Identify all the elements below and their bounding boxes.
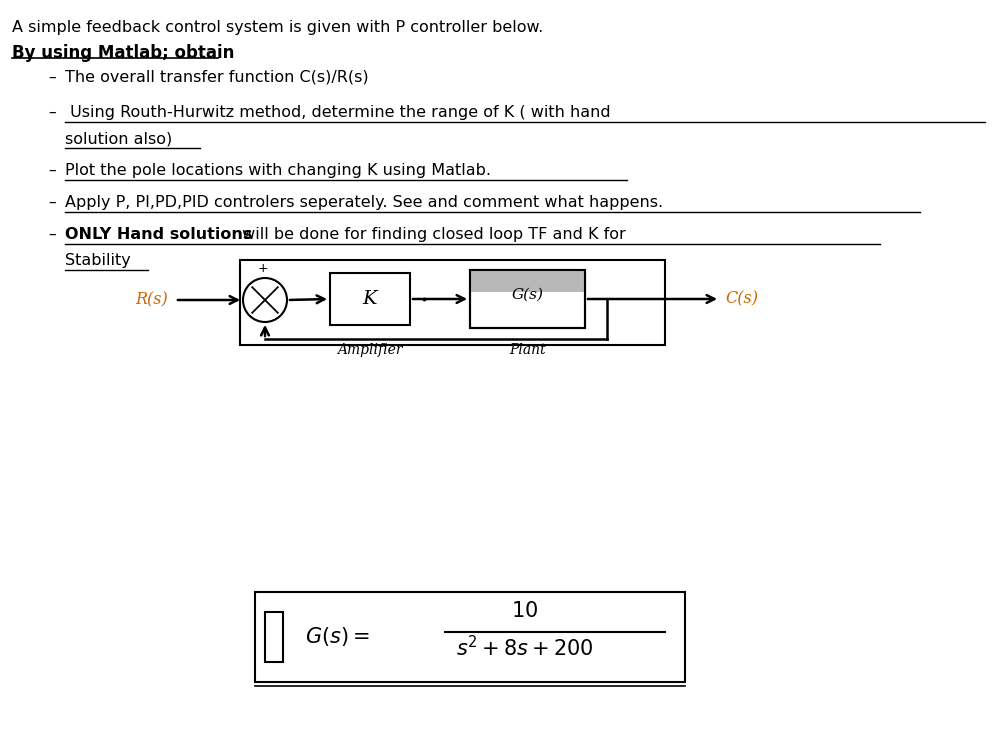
Text: A simple feedback control system is given with P controller below.: A simple feedback control system is give… bbox=[12, 20, 543, 35]
Text: Apply P, PI,PD,PID controlers seperately. See and comment what happens.: Apply P, PI,PD,PID controlers seperately… bbox=[65, 195, 663, 210]
Bar bbox=[255, 592, 685, 682]
Text: –: – bbox=[48, 70, 56, 85]
Text: ONLY Hand solutions: ONLY Hand solutions bbox=[65, 227, 252, 242]
Text: K: K bbox=[363, 290, 377, 308]
Text: $G(s) =$: $G(s) =$ bbox=[305, 626, 370, 649]
Bar bbox=[265, 612, 283, 662]
Text: –: – bbox=[48, 227, 56, 242]
Text: $10$: $10$ bbox=[511, 601, 539, 621]
Bar bbox=[470, 270, 585, 292]
Bar bbox=[470, 270, 585, 328]
Text: R(s): R(s) bbox=[135, 292, 168, 308]
Text: solution also): solution also) bbox=[65, 131, 172, 146]
Text: Amplifier: Amplifier bbox=[337, 343, 403, 357]
Text: +: + bbox=[258, 262, 268, 275]
Text: –: – bbox=[48, 195, 56, 210]
Text: By using Matlab; obtain: By using Matlab; obtain bbox=[12, 44, 234, 62]
Bar bbox=[330, 273, 410, 325]
Text: $s^2+8s+200$: $s^2+8s+200$ bbox=[456, 635, 594, 660]
Bar bbox=[240, 260, 665, 345]
Text: C(s): C(s) bbox=[725, 290, 758, 308]
Text: –: – bbox=[48, 163, 56, 178]
Bar bbox=[470, 270, 585, 328]
Text: Plant: Plant bbox=[509, 343, 546, 357]
Text: –: – bbox=[48, 105, 56, 120]
Text: The overall transfer function C(s)/R(s): The overall transfer function C(s)/R(s) bbox=[65, 70, 369, 85]
Circle shape bbox=[243, 278, 287, 322]
Text: G(s): G(s) bbox=[512, 288, 544, 302]
Text: Stability: Stability bbox=[65, 253, 131, 268]
Text: will be done for finding closed loop TF and K for: will be done for finding closed loop TF … bbox=[237, 227, 626, 242]
Text: Plot the pole locations with changing K using Matlab.: Plot the pole locations with changing K … bbox=[65, 163, 491, 178]
Text: Using Routh-Hurwitz method, determine the range of K ( with hand: Using Routh-Hurwitz method, determine th… bbox=[65, 105, 611, 120]
